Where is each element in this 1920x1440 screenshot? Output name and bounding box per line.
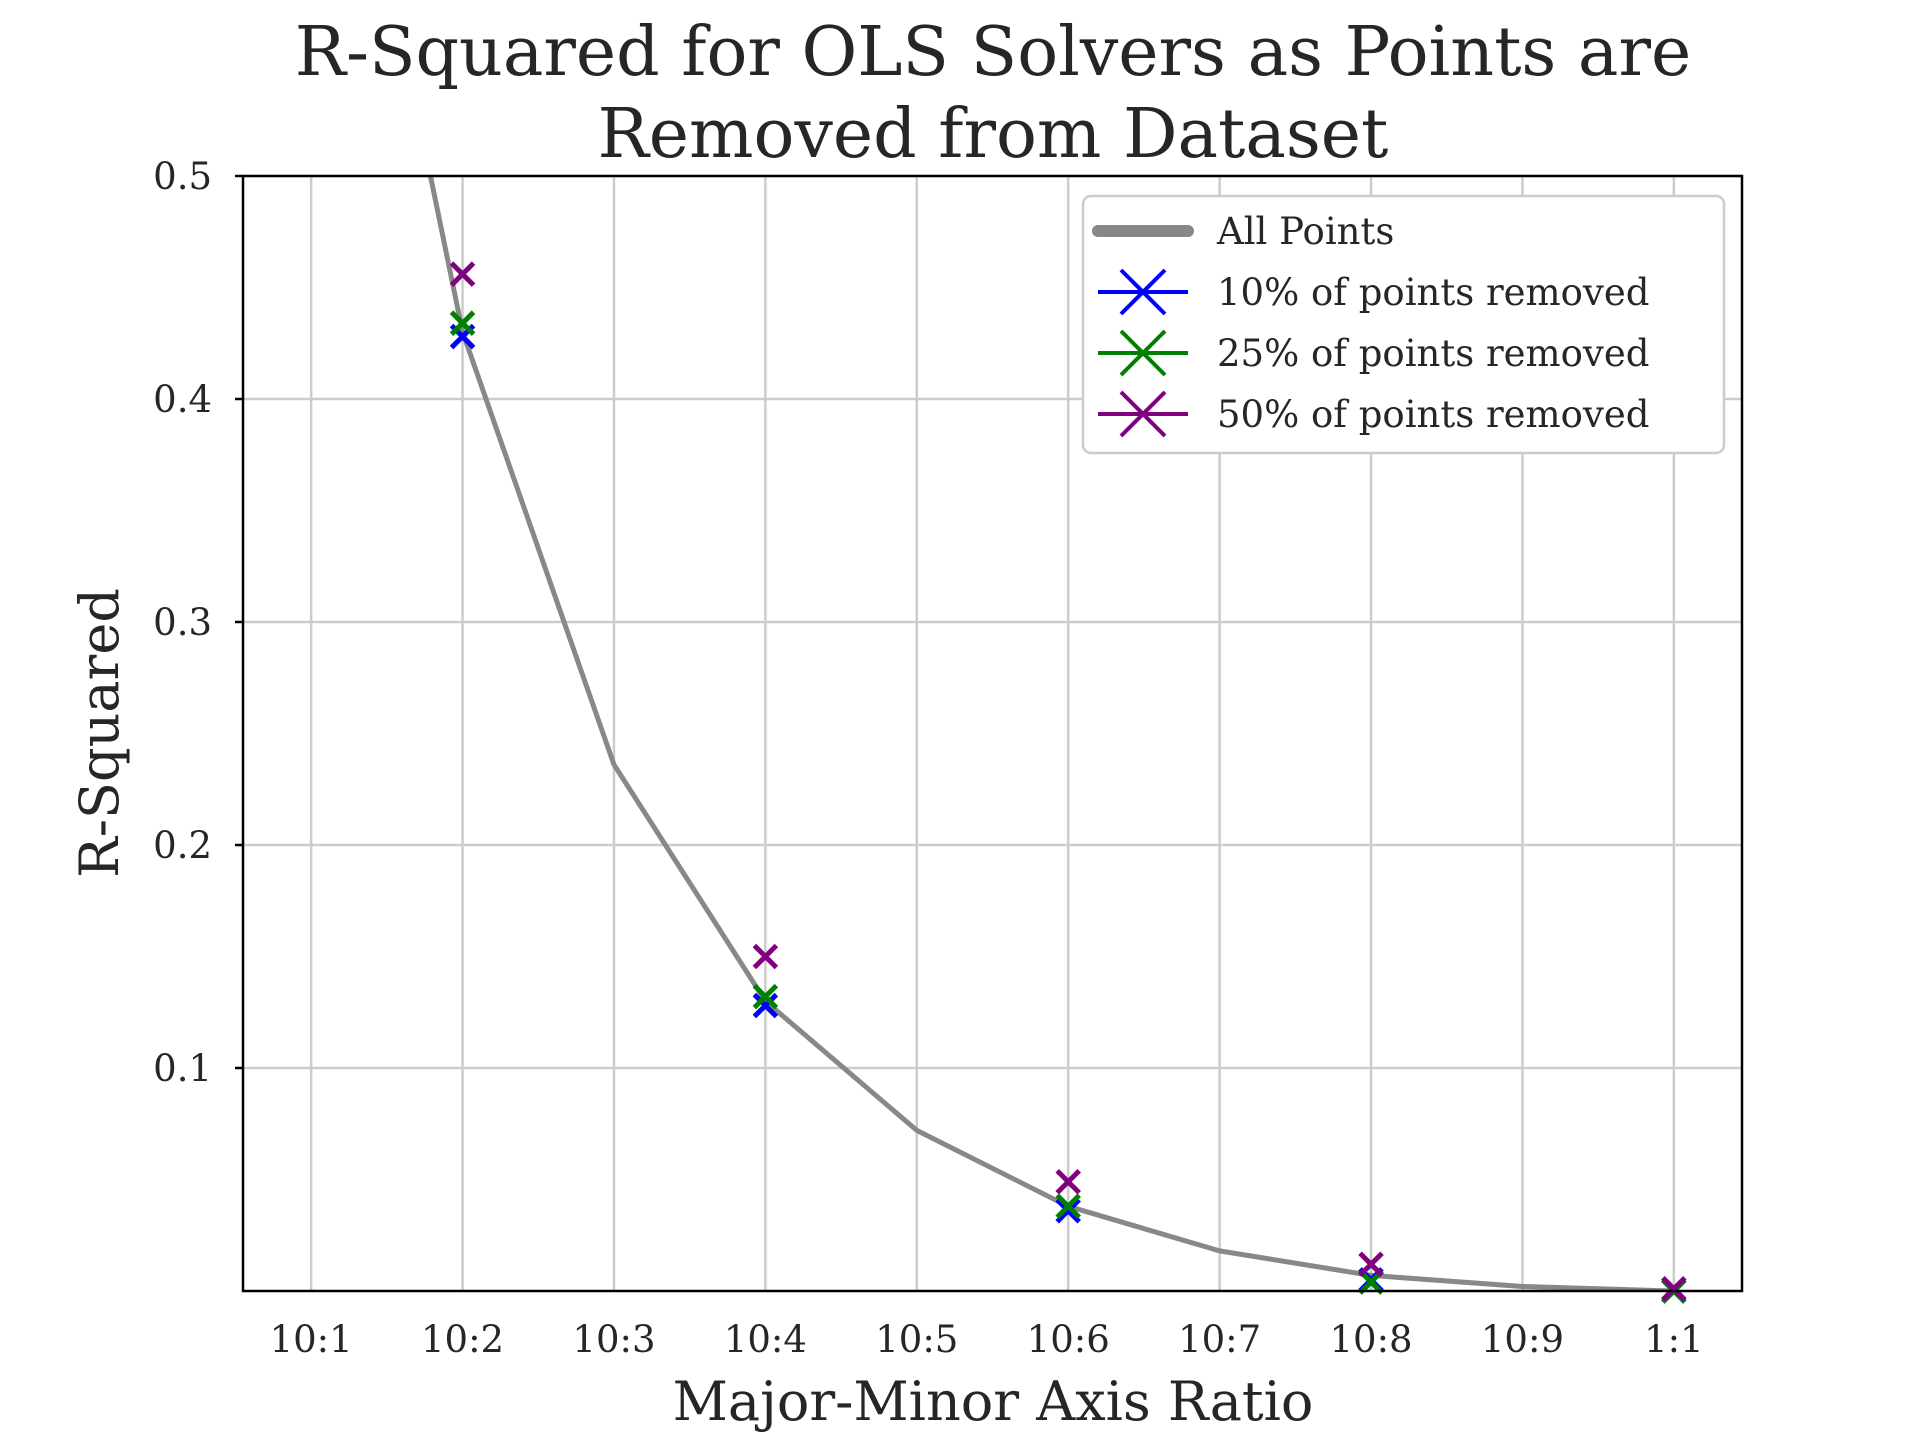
series-line-all-points <box>427 176 1674 1291</box>
x-tick-label: 10:7 <box>1178 1318 1261 1361</box>
data-point-marker <box>449 261 476 287</box>
x-tick-label: 10:1 <box>270 1318 353 1361</box>
y-axis-label: R-Squared <box>68 588 131 878</box>
x-tick-label: 10:8 <box>1329 1318 1412 1361</box>
x-tick-label: 1:1 <box>1644 1318 1704 1361</box>
data-point-marker <box>1055 1193 1081 1220</box>
legend: All Points 10% of points removed 25% of po… <box>1081 194 1726 455</box>
data-point-marker <box>1661 1276 1687 1302</box>
chart-title-line-1: R-Squared for OLS Solvers as Points are <box>295 13 1691 92</box>
data-point-marker <box>752 992 779 1019</box>
data-point-marker <box>1055 1197 1081 1224</box>
legend-marker-swatch <box>1119 268 1167 316</box>
x-axis-label: Major-Minor Axis Ratio <box>673 1370 1314 1433</box>
x-tick-label: 10:4 <box>724 1318 807 1361</box>
data-point-marker <box>449 310 476 336</box>
plot-area <box>427 176 1674 1291</box>
x-tick-label: 10:9 <box>1481 1318 1564 1361</box>
legend-entry-label: All Points <box>1216 210 1394 253</box>
x-tick-label: 10:5 <box>875 1318 958 1361</box>
data-point-marker <box>1358 1251 1384 1278</box>
y-tick-label: 0.1 <box>153 1047 212 1090</box>
data-point-marker <box>752 983 779 1010</box>
chart-title-line-2: Removed from Dataset <box>598 95 1389 174</box>
legend-entry-label: 25% of points removed <box>1217 332 1649 375</box>
y-tick-label: 0.4 <box>153 378 212 421</box>
data-point-marker <box>1055 1168 1081 1195</box>
legend-entry-label: 10% of points removed <box>1217 271 1649 314</box>
plot-frame <box>241 174 1744 1293</box>
y-tick-labels: 0.1 0.2 0.3 0.4 0.5 <box>153 155 212 1090</box>
y-tick-label: 0.5 <box>153 155 212 198</box>
data-point-marker <box>752 943 779 970</box>
legend-marker-swatch <box>1119 329 1167 377</box>
x-tick-label: 10:3 <box>572 1318 655 1361</box>
y-tick-label: 0.2 <box>153 824 212 867</box>
x-tick-label: 10:6 <box>1027 1318 1110 1361</box>
legend-entry-label: 50% of points removed <box>1217 393 1649 436</box>
x-tick-label: 10:2 <box>421 1318 504 1361</box>
legend-marker-swatch <box>1119 390 1167 438</box>
x-tick-labels: 10:1 10:2 10:3 10:4 10:5 10:6 10:7 10:8 10:9 1:1 <box>270 1318 1704 1361</box>
marker-layer <box>449 261 1687 1304</box>
legend-box <box>1081 194 1726 455</box>
y-tick-label: 0.3 <box>153 601 212 644</box>
